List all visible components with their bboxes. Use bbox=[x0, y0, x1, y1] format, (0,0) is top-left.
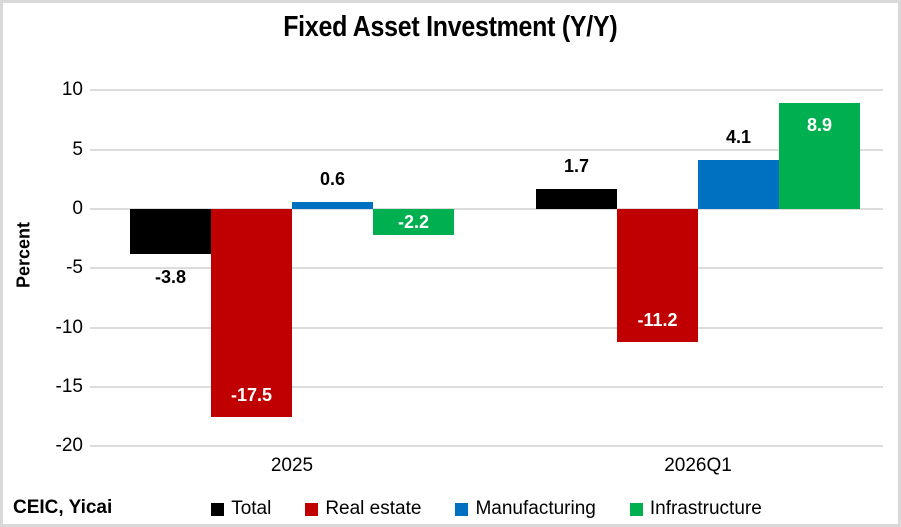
bar-manufacturing-2025 bbox=[292, 201, 373, 209]
bar-value-label: 8.9 bbox=[806, 115, 833, 136]
gridline bbox=[90, 386, 883, 388]
y-tick-label: -15 bbox=[55, 376, 83, 397]
legend-label: Total bbox=[231, 498, 272, 519]
x-category-label: 2026Q1 bbox=[664, 455, 732, 476]
legend: Total Real estate Manufacturing Infrastruct… bbox=[90, 496, 883, 522]
gridline bbox=[90, 326, 883, 329]
bar-value-label: 4.1 bbox=[725, 127, 752, 148]
chart-title: Fixed Asset Investment (Y/Y) bbox=[283, 11, 618, 43]
bar-value-label: 0.6 bbox=[319, 168, 346, 189]
bar-infrastructure-2025 bbox=[373, 209, 454, 236]
y-tick-label: 10 bbox=[61, 79, 83, 101]
bar-value-label: 1.7 bbox=[563, 155, 590, 176]
y-tick-label: 5 bbox=[72, 138, 83, 160]
bar-value-label: -11.2 bbox=[637, 309, 678, 330]
x-category-label: 2025 bbox=[270, 455, 314, 476]
bar-real-estate-2026Q1 bbox=[617, 209, 698, 342]
legend-label: Infrastructure bbox=[649, 498, 762, 519]
bar-real-estate-2025 bbox=[211, 209, 292, 417]
gridline bbox=[90, 89, 883, 92]
bar-value-label: -2.2 bbox=[397, 212, 430, 233]
bar-infrastructure-2026Q1 bbox=[779, 103, 860, 209]
y-tick-label: -5 bbox=[66, 257, 83, 279]
chart-title-row: Fixed Asset Investment (Y/Y) bbox=[3, 11, 898, 44]
bar-value-label: -3.8 bbox=[154, 267, 187, 288]
legend-item: Total bbox=[211, 498, 271, 520]
y-tick-label: 0 bbox=[72, 198, 83, 219]
gridline bbox=[90, 267, 883, 270]
bar-manufacturing-2026Q1 bbox=[698, 160, 779, 209]
bar-total-2025 bbox=[130, 209, 211, 255]
bar-value-label: -17.5 bbox=[230, 384, 273, 405]
legend-item: Manufacturing bbox=[455, 498, 596, 520]
legend-swatch-infrastructure bbox=[629, 502, 643, 516]
legend-item: Infrastructure bbox=[629, 498, 762, 520]
legend-label: Real estate bbox=[325, 498, 422, 519]
source-credit: CEIC, Yicai bbox=[13, 497, 113, 518]
y-tick-label: -10 bbox=[55, 316, 83, 338]
legend-label: Manufacturing bbox=[475, 498, 596, 519]
legend-item: Real estate bbox=[305, 498, 421, 520]
gridline bbox=[90, 148, 883, 151]
gridline bbox=[90, 208, 883, 210]
legend-swatch-total bbox=[211, 502, 225, 516]
legend-swatch-manufacturing bbox=[455, 502, 469, 516]
y-tick-label: -20 bbox=[55, 435, 83, 457]
bar-total-2026Q1 bbox=[536, 188, 617, 209]
gridline bbox=[90, 445, 883, 448]
legend-swatch-real-estate bbox=[305, 502, 319, 516]
